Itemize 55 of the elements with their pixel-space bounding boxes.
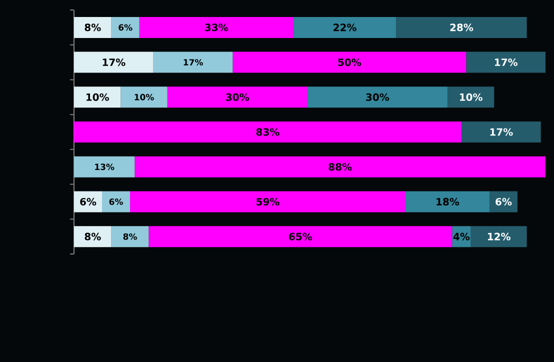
data-label: 4%: [453, 232, 470, 240]
data-label: 65%: [289, 232, 312, 240]
data-label: 30%: [366, 93, 390, 101]
bar: [134, 156, 546, 178]
data-label: 17%: [494, 58, 518, 66]
data-label: 59%: [256, 198, 280, 206]
data-label: 83%: [256, 128, 280, 136]
bar: [447, 86, 494, 108]
data-label: 18%: [436, 198, 460, 206]
bar: [293, 16, 396, 38]
bar: [148, 226, 452, 248]
bar: [153, 52, 233, 73]
data-label: 17%: [102, 58, 126, 66]
data-label: 8%: [123, 233, 137, 240]
bar: [102, 191, 130, 212]
bar: [232, 52, 466, 73]
bar: [74, 86, 121, 108]
bar: [167, 86, 308, 108]
data-label: 8%: [84, 24, 101, 32]
bar: [139, 16, 294, 38]
data-label: 17%: [184, 59, 203, 66]
data-label: 28%: [450, 24, 474, 32]
bar: [489, 191, 518, 212]
bar: [74, 156, 135, 178]
data-label: 10%: [86, 93, 110, 101]
data-label: 10%: [460, 93, 482, 101]
data-label: 30%: [226, 93, 250, 101]
bar: [470, 226, 527, 248]
bar: [396, 16, 527, 38]
bar: [74, 52, 154, 73]
bar: [130, 191, 406, 212]
data-label: 6%: [496, 198, 512, 206]
bar: [405, 191, 490, 212]
data-label: 6%: [80, 198, 96, 206]
data-label: 6%: [109, 198, 123, 205]
data-label: 22%: [334, 24, 356, 32]
data-label: 88%: [328, 163, 352, 171]
bar: [461, 122, 541, 143]
data-label: 6%: [118, 24, 132, 31]
bar: [466, 52, 546, 73]
data-label: 13%: [95, 164, 114, 170]
bar: [111, 226, 149, 248]
bar: [74, 226, 112, 248]
data-label: 12%: [488, 232, 510, 240]
bar: [120, 86, 168, 108]
data-label: 50%: [338, 58, 362, 66]
bar: [74, 122, 462, 143]
bar: [74, 191, 102, 212]
data-label: 8%: [84, 232, 101, 240]
bar: [74, 16, 112, 38]
bar: [307, 86, 448, 108]
data-label: 33%: [205, 24, 228, 32]
bar: [111, 16, 140, 38]
data-label: 10%: [134, 94, 154, 100]
data-label: 17%: [490, 128, 513, 136]
